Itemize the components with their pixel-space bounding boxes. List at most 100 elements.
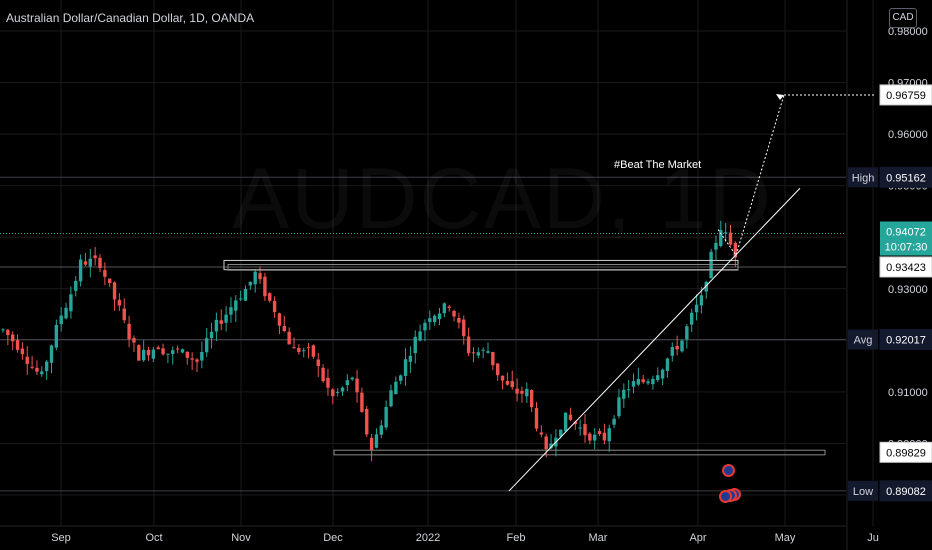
candle-body <box>476 352 480 356</box>
support-zone-box <box>223 259 739 271</box>
grid-lines <box>0 0 874 526</box>
currency-button[interactable]: CAD <box>889 8 917 28</box>
candle-body <box>559 429 563 437</box>
candle-body <box>331 389 335 397</box>
candle-body <box>573 421 577 425</box>
high-price-tag-prefix-bg <box>848 167 878 188</box>
candle-body <box>651 378 655 385</box>
y-tick-label: 0.98000 <box>888 26 928 38</box>
candle-body <box>64 307 68 319</box>
candle-body <box>98 257 102 268</box>
candle-body <box>597 431 602 435</box>
chart-annotation: #Beat The Market <box>614 159 702 171</box>
horizontal-levels <box>0 176 846 492</box>
candle-body <box>491 351 495 366</box>
bar-countdown: 10:07:30 <box>885 242 928 254</box>
candle-body <box>369 437 374 451</box>
candle-body <box>54 324 59 348</box>
candle-body <box>1 329 5 331</box>
x-tick-label: Mar <box>589 532 608 544</box>
avg-price-tag: 0.92017 <box>886 334 926 346</box>
candle-body <box>685 326 689 340</box>
arrowhead-icon <box>776 93 784 100</box>
candle-body <box>496 363 500 376</box>
candle-body <box>636 379 641 385</box>
candle-body <box>20 348 25 355</box>
candle-body <box>442 303 447 314</box>
low-price-tag-bg <box>879 480 932 502</box>
candle-body <box>205 338 209 353</box>
candle-body <box>302 350 306 352</box>
target-price-tag-bg <box>879 84 932 106</box>
australia-flag-event-icon[interactable] <box>722 464 735 477</box>
candle-body <box>447 306 451 308</box>
candle-body <box>714 242 718 250</box>
candle-body <box>379 425 383 435</box>
candle-body <box>646 381 650 384</box>
candle-body <box>340 387 345 392</box>
candle-body <box>413 336 417 354</box>
x-tick-label: Feb <box>507 532 526 544</box>
low-price-tag: 0.89082 <box>886 486 926 498</box>
candle-body <box>30 366 34 368</box>
x-tick-label: Dec <box>323 532 343 544</box>
support-price-tag-bg <box>879 256 932 278</box>
candle-body <box>156 347 160 350</box>
candle-body <box>297 348 301 353</box>
candle-body <box>311 345 316 357</box>
candle-body <box>428 318 432 322</box>
candle-body <box>704 281 708 292</box>
candle-body <box>641 379 645 383</box>
candle-body <box>224 314 228 323</box>
candle-body <box>612 418 616 425</box>
candle-body <box>355 378 359 393</box>
candle-body <box>253 271 257 285</box>
x-tick-label: May <box>775 532 796 544</box>
candle-body <box>263 276 267 297</box>
candle-body <box>437 313 442 320</box>
candle-body <box>25 356 29 364</box>
candle-body <box>384 406 388 428</box>
candle-body <box>510 381 514 388</box>
candle-body <box>505 381 510 385</box>
candle-body <box>219 320 223 324</box>
candle-body <box>132 338 136 343</box>
australia-flag-event-icon[interactable] <box>719 490 732 503</box>
candle-body <box>408 355 413 362</box>
candle-body <box>141 349 146 361</box>
high-price-tag-bg <box>879 166 932 188</box>
lower-support-box <box>333 449 826 456</box>
candle-body <box>234 300 238 311</box>
candle-body <box>723 232 728 234</box>
avg-price-tag-bg <box>879 328 932 350</box>
candle-body <box>481 349 485 351</box>
x-tick-label: Apr <box>689 532 706 544</box>
candle-body <box>602 432 607 441</box>
candle-body <box>462 319 466 337</box>
candle-body <box>423 322 427 331</box>
candle-body <box>500 375 505 381</box>
candle-body <box>326 377 330 388</box>
candle-body <box>175 348 180 350</box>
candle-body <box>607 428 611 442</box>
candle-body <box>185 351 189 358</box>
candle-body <box>74 280 78 291</box>
time-axis[interactable]: Sep Oct Nov Dec 2022 Feb Mar Apr May Ju <box>0 525 879 544</box>
candle-body <box>103 270 107 277</box>
candle-body <box>59 315 63 325</box>
candle-body <box>146 349 151 356</box>
x-tick-label: Sep <box>51 532 71 544</box>
candle-body <box>248 281 253 286</box>
candle-body <box>229 307 233 315</box>
candle-body <box>365 408 369 435</box>
candle-body <box>394 381 398 395</box>
candle-body <box>719 229 723 246</box>
candle-body <box>6 329 10 336</box>
candle-body <box>515 388 519 394</box>
candle-body <box>549 443 553 449</box>
candle-body <box>209 331 214 339</box>
candle-body <box>374 434 379 448</box>
candle-body <box>617 397 621 417</box>
candle-body <box>321 367 325 382</box>
